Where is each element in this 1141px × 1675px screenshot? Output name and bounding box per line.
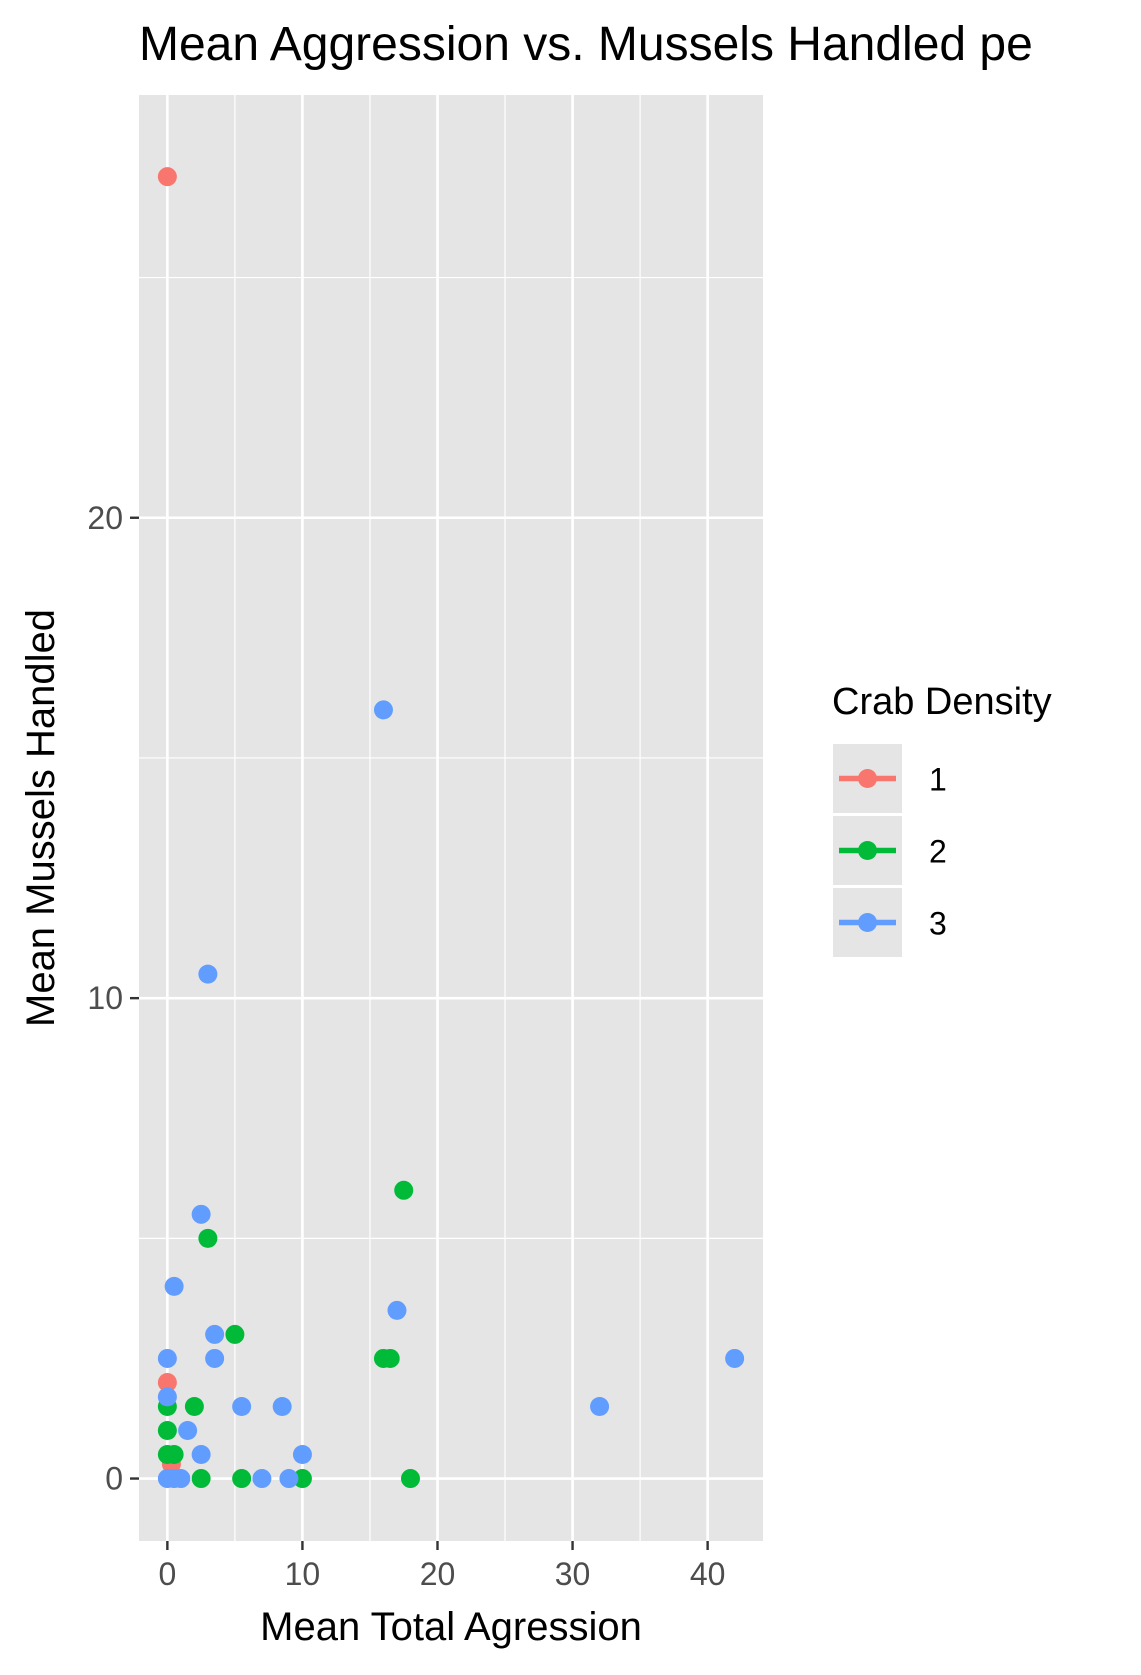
legend: 1 2 3 [833,744,947,957]
data-point-density-3 [191,1445,211,1465]
data-point-density-2 [232,1469,252,1489]
y-tick-label: 0 [105,1461,123,1497]
data-point-density-3 [178,1421,198,1441]
data-point-density-2 [157,1421,177,1441]
data-point-density-3 [590,1396,610,1416]
legend-label: 1 [929,762,947,798]
data-point-density-2 [225,1324,245,1344]
data-points [157,167,745,1489]
x-tick-label: 40 [690,1556,726,1592]
x-tick-label: 30 [555,1556,591,1592]
major-gridlines [139,95,763,1541]
data-point-density-3 [171,1469,191,1489]
plot-panel [139,95,763,1541]
data-point-density-3 [272,1396,292,1416]
data-point-density-3 [725,1348,745,1368]
minor-gridlines [139,95,763,1541]
data-point-density-3 [157,1387,177,1407]
chart-title: Mean Aggression vs. Mussels Handled pe [139,18,1033,71]
data-point-density-3 [205,1324,225,1344]
axis-tick-labels: 0 10 20 30 40 0 10 20 [87,500,725,1592]
data-point-density-1 [157,167,177,187]
legend-key-point [858,769,877,788]
data-point-density-3 [191,1204,211,1224]
data-point-density-2 [380,1348,400,1368]
data-point-density-2 [400,1469,420,1489]
data-point-density-3 [198,964,218,984]
legend-key-point [858,841,877,860]
data-point-density-3 [387,1300,407,1320]
y-axis-title: Mean Mussels Handled [19,609,63,1027]
x-tick-label: 20 [420,1556,456,1592]
data-point-density-3 [252,1469,272,1489]
data-point-density-3 [292,1445,312,1465]
data-point-density-2 [292,1469,312,1489]
axis-ticks [130,516,709,1550]
data-point-density-3 [164,1276,184,1296]
data-point-density-2 [184,1396,204,1416]
x-tick-label: 0 [158,1556,176,1592]
y-tick-label: 20 [87,500,123,536]
legend-label: 3 [929,906,947,942]
data-point-density-3 [205,1348,225,1368]
y-tick-label: 10 [87,980,123,1016]
legend-label: 2 [929,834,947,870]
legend-title: Crab Density [832,681,1052,723]
data-point-density-1 [157,1372,177,1392]
data-point-density-2 [394,1180,414,1200]
data-point-density-3 [157,1348,177,1368]
data-point-density-2 [191,1469,211,1489]
data-point-density-2 [164,1445,184,1465]
data-point-density-2 [198,1228,218,1248]
data-point-density-3 [232,1396,252,1416]
data-point-density-3 [373,700,393,720]
x-axis-title: Mean Total Agression [260,1605,642,1649]
x-tick-label: 10 [285,1556,321,1592]
legend-key-point [858,913,877,932]
data-point-density-3 [279,1469,299,1489]
